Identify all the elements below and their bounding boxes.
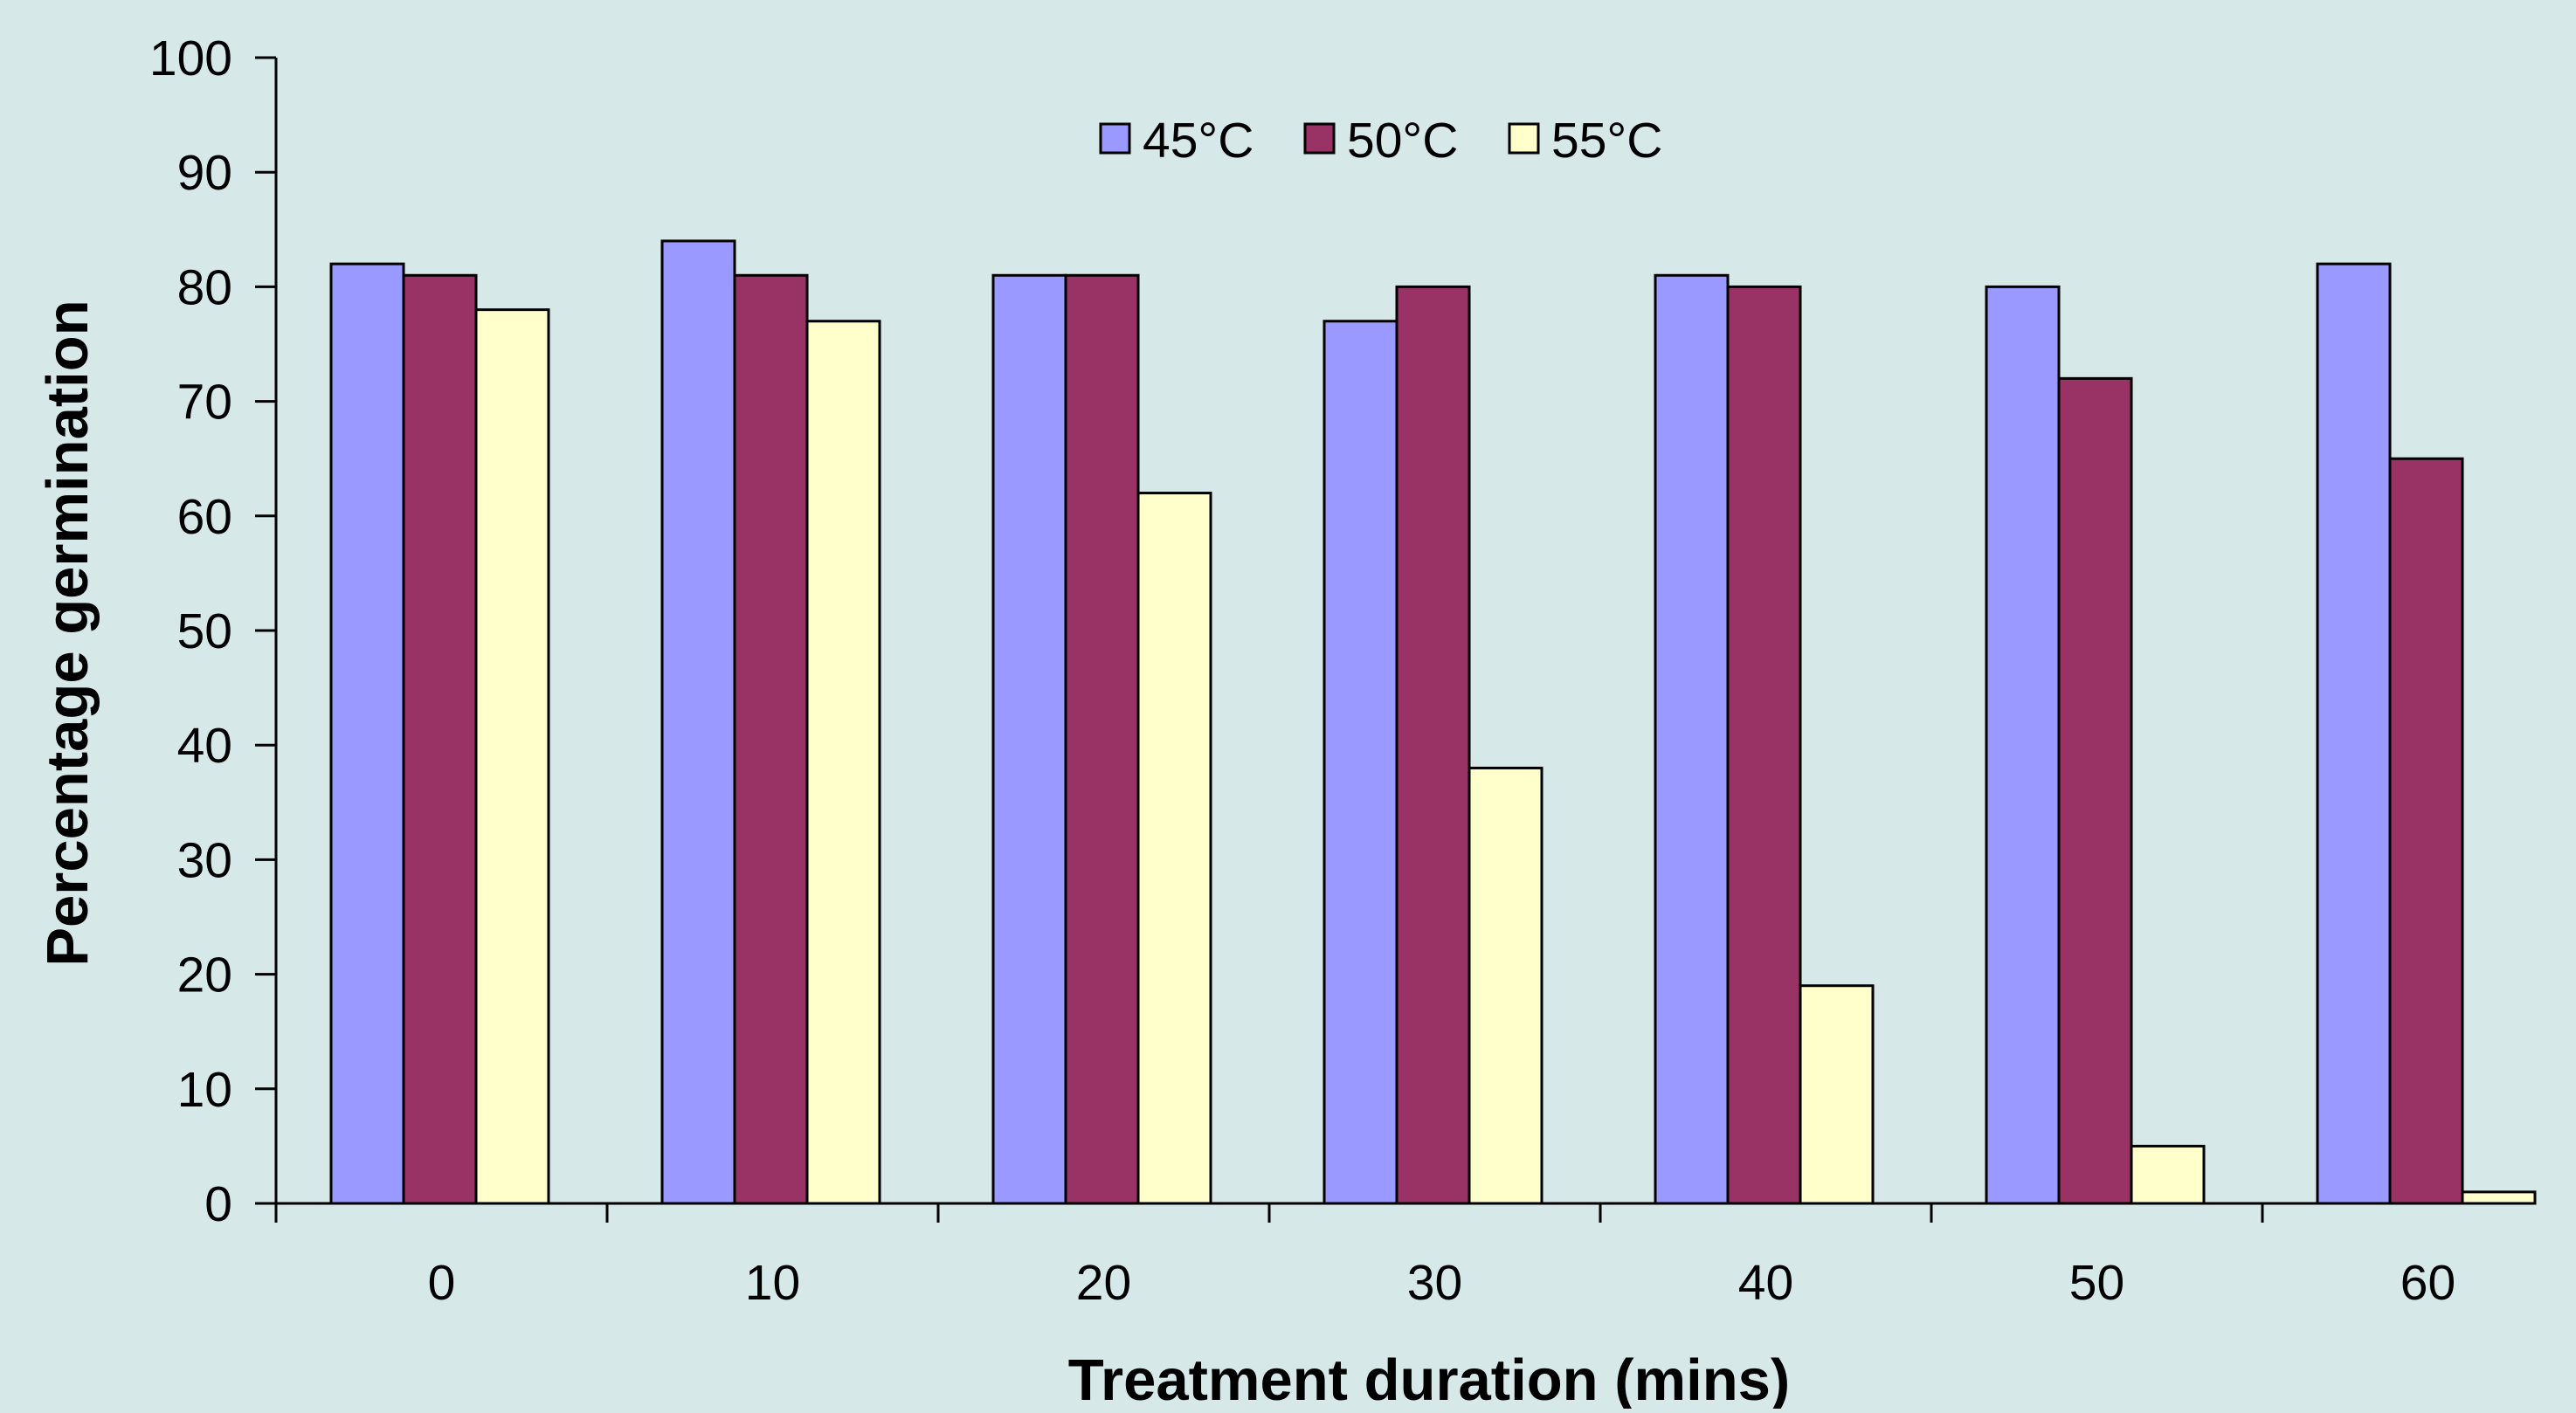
x-tick-label: 60 — [2400, 1255, 2455, 1311]
legend-swatch — [1099, 122, 1131, 155]
legend-label: 55°C — [1551, 113, 1662, 169]
bar-45°C-50 — [1985, 285, 2061, 1205]
y-tick-label: 70 — [177, 375, 232, 431]
y-tick-label: 20 — [177, 948, 232, 1003]
bar-45°C-30 — [1323, 320, 1398, 1205]
y-tick-label: 90 — [177, 145, 232, 201]
bar-45°C-20 — [991, 273, 1067, 1205]
x-tick-label: 40 — [1738, 1255, 1793, 1311]
bar-50°C-10 — [733, 273, 809, 1205]
bar-55°C-50 — [2130, 1144, 2206, 1205]
y-axis-title: Percentage germination — [35, 300, 100, 966]
bars-layer — [329, 239, 2537, 1205]
y-tick-label: 100 — [149, 31, 232, 86]
axes-layer: 0 10 20 30 40 50 60 70 80 90 100 0 10 20 30 40 50 60 — [149, 31, 2533, 1311]
x-tick-label: 0 — [428, 1255, 456, 1311]
y-tick-label: 60 — [177, 489, 232, 545]
legend-label: 50°C — [1347, 113, 1458, 169]
x-tick-label: 30 — [1407, 1255, 1462, 1311]
bar-55°C-30 — [1468, 766, 1544, 1205]
x-tick-label: 50 — [2069, 1255, 2124, 1311]
x-axis-title: Treatment duration (mins) — [1068, 1348, 1790, 1409]
y-tick-label: 0 — [204, 1176, 232, 1232]
bar-50°C-0 — [402, 273, 478, 1205]
bar-55°C-40 — [1799, 984, 1875, 1205]
bar-55°C-10 — [805, 320, 881, 1205]
legend-label: 45°C — [1143, 113, 1253, 169]
bar-45°C-40 — [1654, 273, 1730, 1205]
y-tick-label: 50 — [177, 603, 232, 659]
bar-50°C-50 — [2057, 376, 2133, 1205]
bar-45°C-0 — [329, 262, 405, 1205]
bar-50°C-40 — [1726, 285, 1802, 1205]
y-tick-label: 80 — [177, 259, 232, 315]
bar-45°C-10 — [660, 239, 736, 1205]
legend-swatch — [1303, 122, 1336, 155]
legend-swatch — [1508, 122, 1540, 155]
legend: 45°C 50°C 55°C — [1099, 113, 1662, 169]
bar-55°C-60 — [2461, 1190, 2537, 1205]
bar-50°C-30 — [1395, 285, 1471, 1205]
x-tick-label: 20 — [1076, 1255, 1131, 1311]
y-tick-label: 40 — [177, 718, 232, 774]
y-tick-label: 10 — [177, 1062, 232, 1118]
bar-50°C-60 — [2388, 457, 2464, 1205]
bar-50°C-20 — [1064, 273, 1140, 1205]
bar-55°C-0 — [474, 308, 550, 1205]
x-tick-label: 10 — [745, 1255, 800, 1311]
bar-55°C-20 — [1136, 492, 1212, 1205]
bar-45°C-60 — [2316, 262, 2392, 1205]
y-tick-label: 30 — [177, 832, 232, 888]
